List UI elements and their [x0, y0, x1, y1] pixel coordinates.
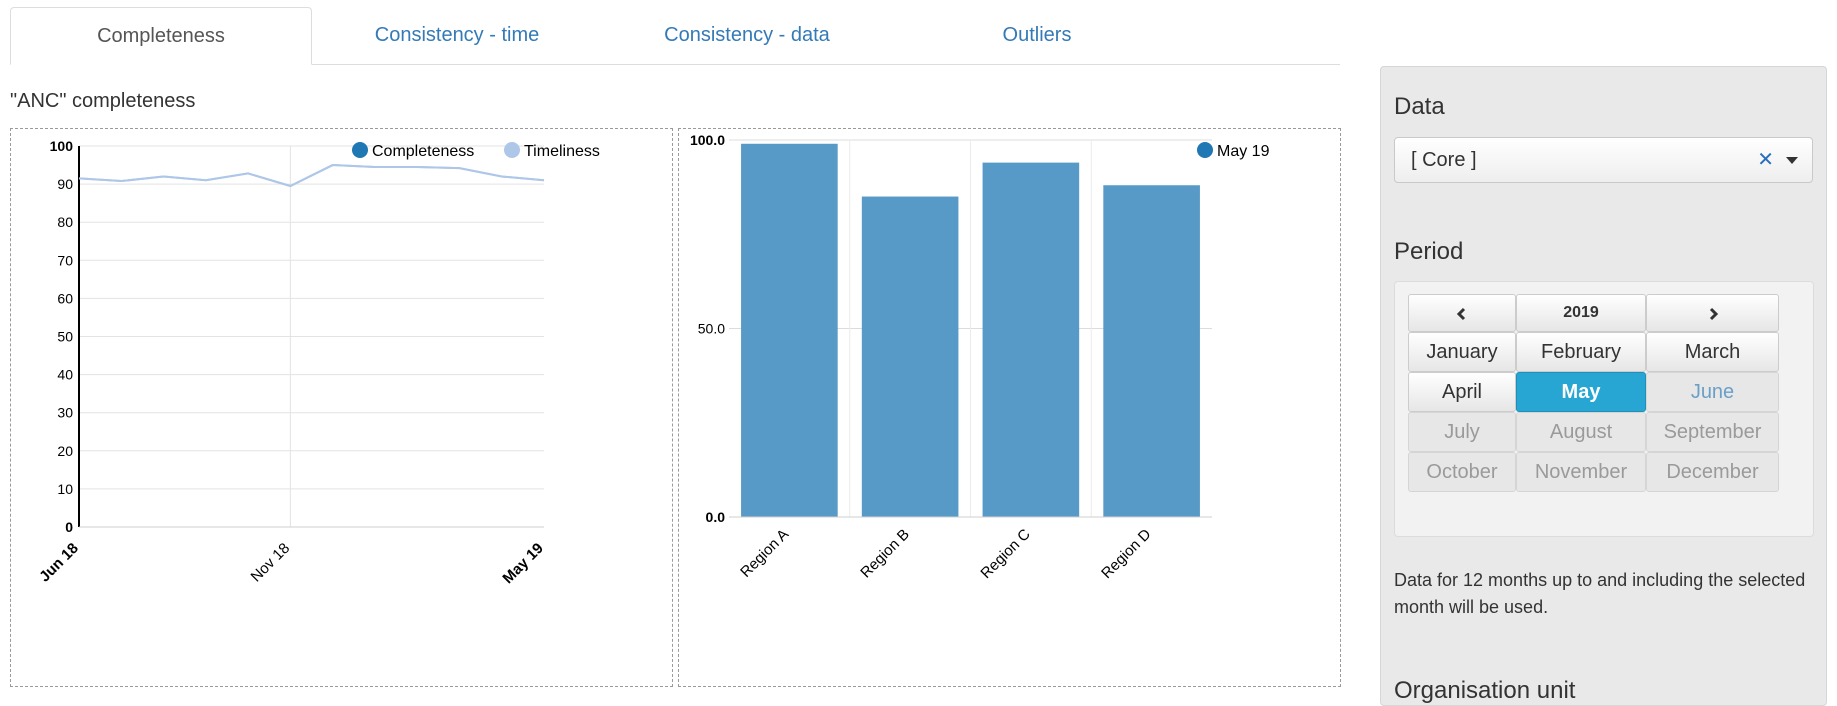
x-tick-label: Region C	[977, 526, 1033, 582]
chart-legend: May 19	[1197, 142, 1270, 160]
y-tick-label: 50.0	[698, 321, 725, 337]
y-tick-label: 0	[65, 519, 73, 535]
x-tick-label: May 19	[499, 540, 546, 587]
y-tick-label: 70	[57, 252, 73, 268]
section-title: "ANC" completeness	[10, 90, 196, 112]
data-select[interactable]: [ Core ] ✕	[1394, 137, 1813, 183]
y-tick-label: 60	[57, 290, 73, 306]
y-tick-label: 40	[57, 367, 73, 383]
legend-may19-label[interactable]: May 19	[1217, 143, 1270, 160]
y-tick-label: 100	[50, 138, 74, 154]
bar-chart-svg: 0.0 50.0 100.0 Region A Region B Region C Regi…	[690, 132, 1270, 582]
data-label: Data	[1394, 93, 1445, 120]
period-note: Data for 12 months up to and including t…	[1394, 570, 1806, 617]
chevron-left-icon	[1456, 307, 1466, 320]
tab-bar: Completeness Consistency - time Consiste…	[10, 7, 1340, 65]
y-tick-label: 90	[57, 176, 73, 192]
x-tick-label: Region B	[857, 526, 913, 582]
y-tick-label: 100.0	[690, 132, 725, 148]
bar-region-a[interactable]	[741, 143, 838, 517]
legend-timeliness-marker[interactable]	[504, 142, 520, 158]
x-tick-label: Nov 18	[248, 540, 294, 586]
tab-outliers[interactable]: Outliers	[1002, 24, 1072, 46]
month-march[interactable]: March	[1646, 332, 1779, 372]
trend-chart-svg: 0 10 20 30 40 50 60 70 80 90 100 Jun 18 Nov 18 May 19…	[36, 138, 600, 587]
next-year-button[interactable]	[1646, 294, 1779, 332]
legend-completeness-marker[interactable]	[352, 142, 368, 158]
month-december: December	[1646, 452, 1779, 492]
chart-legend: Completeness Timeliness	[352, 142, 600, 160]
prev-year-button[interactable]	[1408, 294, 1516, 332]
tab-consistency-data[interactable]: Consistency - data	[664, 24, 830, 46]
month-october: October	[1408, 452, 1516, 492]
x-tick-label: Region A	[737, 526, 792, 581]
year-label[interactable]: 2019	[1516, 294, 1646, 332]
legend-may19-marker[interactable]	[1197, 142, 1213, 158]
y-tick-label: 30	[57, 405, 73, 421]
month-november: November	[1516, 452, 1646, 492]
x-tick-label: Region D	[1098, 526, 1154, 582]
tab-completeness[interactable]: Completeness	[10, 7, 312, 65]
completeness-trend-chart: 0 10 20 30 40 50 60 70 80 90 100 Jun 18 Nov 18 May 19…	[10, 128, 673, 687]
period-label: Period	[1394, 238, 1464, 265]
legend-completeness-label[interactable]: Completeness	[372, 143, 474, 160]
month-august: August	[1516, 412, 1646, 452]
y-tick-label: 10	[57, 481, 73, 497]
filter-panel: Data [ Core ] ✕ Period 2019 January Febru…	[1380, 66, 1827, 706]
series-line-timeliness[interactable]	[78, 164, 545, 188]
y-tick-label: 20	[57, 443, 73, 459]
y-tick-label: 80	[57, 214, 73, 230]
bar-region-c[interactable]	[982, 162, 1080, 517]
region-bar-chart: 0.0 50.0 100.0 Region A Region B Region C Regi…	[678, 128, 1341, 687]
month-june[interactable]: June	[1646, 372, 1779, 412]
x-tick-label: Jun 18	[36, 540, 82, 586]
month-picker: 2019 January February March April May June Jul…	[1394, 281, 1814, 537]
y-tick-label: 50	[57, 329, 73, 345]
clear-icon[interactable]: ✕	[1757, 149, 1774, 171]
month-september: September	[1646, 412, 1779, 452]
bar-region-d[interactable]	[1103, 185, 1200, 518]
month-july: July	[1408, 412, 1516, 452]
month-april[interactable]: April	[1408, 372, 1516, 412]
legend-timeliness-label[interactable]: Timeliness	[524, 143, 600, 160]
y-tick-label: 0.0	[706, 509, 726, 525]
org-unit-label: Organisation unit	[1394, 677, 1576, 704]
data-select-value: [ Core ]	[1411, 149, 1477, 171]
month-february[interactable]: February	[1516, 332, 1646, 372]
tab-consistency-time[interactable]: Consistency - time	[374, 24, 540, 46]
month-may[interactable]: May	[1516, 372, 1646, 412]
chevron-down-icon[interactable]	[1786, 157, 1798, 164]
month-january[interactable]: January	[1408, 332, 1516, 372]
chevron-right-icon	[1709, 307, 1718, 320]
bar-region-b[interactable]	[861, 196, 959, 518]
